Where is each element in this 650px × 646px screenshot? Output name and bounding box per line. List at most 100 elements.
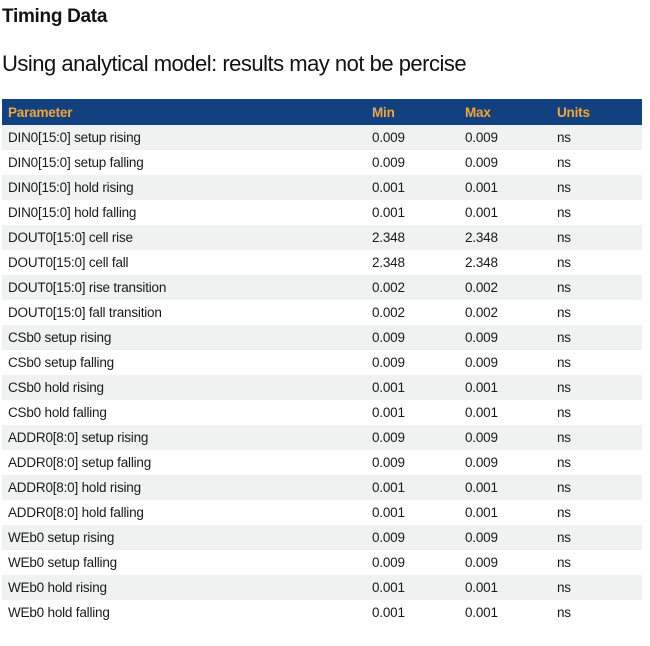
column-header-parameter: Parameter <box>2 99 366 125</box>
table-row: DIN0[15:0] setup falling 0.009 0.009 ns <box>2 150 642 175</box>
table-row: ADDR0[8:0] setup rising 0.009 0.009 ns <box>2 425 642 450</box>
max-cell: 0.001 <box>465 405 498 420</box>
max-cell: 0.009 <box>465 430 498 445</box>
min-cell: 0.009 <box>372 530 405 545</box>
min-cell: 0.001 <box>372 405 405 420</box>
min-cell: 0.001 <box>372 205 405 220</box>
parameter-cell: WEb0 setup rising <box>8 530 115 545</box>
parameter-cell: WEb0 hold falling <box>8 605 110 620</box>
max-cell: 0.001 <box>465 205 498 220</box>
parameter-cell: DIN0[15:0] hold falling <box>8 205 137 220</box>
units-cell: ns <box>557 430 571 445</box>
min-cell: 0.009 <box>372 155 405 170</box>
units-cell: ns <box>557 605 571 620</box>
max-cell: 2.348 <box>465 255 498 270</box>
min-cell: 0.002 <box>372 280 405 295</box>
units-cell: ns <box>557 530 571 545</box>
max-cell: 0.001 <box>465 580 498 595</box>
timing-table-body: DIN0[15:0] setup rising 0.009 0.009 ns D… <box>2 125 642 625</box>
min-cell: 2.348 <box>372 230 405 245</box>
parameter-cell: ADDR0[8:0] hold falling <box>8 505 144 520</box>
table-row: CSb0 hold rising 0.001 0.001 ns <box>2 375 642 400</box>
units-cell: ns <box>557 330 571 345</box>
column-header-min: Min <box>366 99 459 125</box>
units-cell: ns <box>557 230 571 245</box>
min-cell: 0.009 <box>372 130 405 145</box>
units-cell: ns <box>557 205 571 220</box>
parameter-cell: ADDR0[8:0] setup falling <box>8 455 152 470</box>
model-warning-subtitle: Using analytical model: results may not … <box>2 51 467 76</box>
table-row: CSb0 hold falling 0.001 0.001 ns <box>2 400 642 425</box>
table-row: DIN0[15:0] hold falling 0.001 0.001 ns <box>2 200 642 225</box>
max-cell: 0.001 <box>465 180 498 195</box>
parameter-cell: WEb0 setup falling <box>8 555 117 570</box>
units-cell: ns <box>557 480 571 495</box>
parameter-cell: ADDR0[8:0] hold rising <box>8 480 141 495</box>
units-cell: ns <box>557 355 571 370</box>
parameter-cell: DOUT0[15:0] fall transition <box>8 305 162 320</box>
max-cell: 2.348 <box>465 230 498 245</box>
min-cell: 0.001 <box>372 505 405 520</box>
min-cell: 0.009 <box>372 330 405 345</box>
table-row: CSb0 setup rising 0.009 0.009 ns <box>2 325 642 350</box>
max-cell: 0.002 <box>465 280 498 295</box>
parameter-cell: DIN0[15:0] setup falling <box>8 155 144 170</box>
table-row: DIN0[15:0] hold rising 0.001 0.001 ns <box>2 175 642 200</box>
units-cell: ns <box>557 580 571 595</box>
table-row: DOUT0[15:0] fall transition 0.002 0.002 … <box>2 300 642 325</box>
max-cell: 0.001 <box>465 605 498 620</box>
min-cell: 0.009 <box>372 430 405 445</box>
min-cell: 0.009 <box>372 555 405 570</box>
table-header: Parameter Min Max Units <box>2 99 642 125</box>
parameter-cell: DOUT0[15:0] cell fall <box>8 255 129 270</box>
units-cell: ns <box>557 130 571 145</box>
table-row: DOUT0[15:0] cell fall 2.348 2.348 ns <box>2 250 642 275</box>
min-cell: 0.009 <box>372 455 405 470</box>
units-cell: ns <box>557 455 571 470</box>
timing-data-table: Parameter Min Max Units DIN0[15:0] setup… <box>2 99 642 625</box>
table-row: WEb0 hold falling 0.001 0.001 ns <box>2 600 642 625</box>
table-row: ADDR0[8:0] setup falling 0.009 0.009 ns <box>2 450 642 475</box>
units-cell: ns <box>557 255 571 270</box>
max-cell: 0.001 <box>465 480 498 495</box>
parameter-cell: DIN0[15:0] hold rising <box>8 180 134 195</box>
min-cell: 0.002 <box>372 305 405 320</box>
parameter-cell: CSb0 setup rising <box>8 330 112 345</box>
min-cell: 0.001 <box>372 180 405 195</box>
min-cell: 0.001 <box>372 580 405 595</box>
parameter-cell: CSb0 setup falling <box>8 355 114 370</box>
min-cell: 0.001 <box>372 605 405 620</box>
units-cell: ns <box>557 180 571 195</box>
parameter-cell: DOUT0[15:0] cell rise <box>8 230 133 245</box>
parameter-cell: CSb0 hold falling <box>8 405 107 420</box>
max-cell: 0.001 <box>465 505 498 520</box>
parameter-cell: ADDR0[8:0] setup rising <box>8 430 149 445</box>
table-row: WEb0 hold rising 0.001 0.001 ns <box>2 575 642 600</box>
min-cell: 0.009 <box>372 355 405 370</box>
max-cell: 0.002 <box>465 305 498 320</box>
max-cell: 0.009 <box>465 330 498 345</box>
parameter-cell: DOUT0[15:0] rise transition <box>8 280 167 295</box>
max-cell: 0.009 <box>465 130 498 145</box>
parameter-cell: CSb0 hold rising <box>8 380 104 395</box>
units-cell: ns <box>557 280 571 295</box>
page-title: Timing Data <box>2 6 108 27</box>
units-cell: ns <box>557 405 571 420</box>
table-row: CSb0 setup falling 0.009 0.009 ns <box>2 350 642 375</box>
units-cell: ns <box>557 505 571 520</box>
min-cell: 0.001 <box>372 380 405 395</box>
parameter-cell: WEb0 hold rising <box>8 580 107 595</box>
max-cell: 0.009 <box>465 530 498 545</box>
min-cell: 2.348 <box>372 255 405 270</box>
max-cell: 0.009 <box>465 555 498 570</box>
min-cell: 0.001 <box>372 480 405 495</box>
max-cell: 0.009 <box>465 455 498 470</box>
units-cell: ns <box>557 555 571 570</box>
units-cell: ns <box>557 155 571 170</box>
max-cell: 0.009 <box>465 355 498 370</box>
table-row: DOUT0[15:0] rise transition 0.002 0.002 … <box>2 275 642 300</box>
max-cell: 0.001 <box>465 380 498 395</box>
max-cell: 0.009 <box>465 155 498 170</box>
table-header-row: Parameter Min Max Units <box>2 99 642 125</box>
